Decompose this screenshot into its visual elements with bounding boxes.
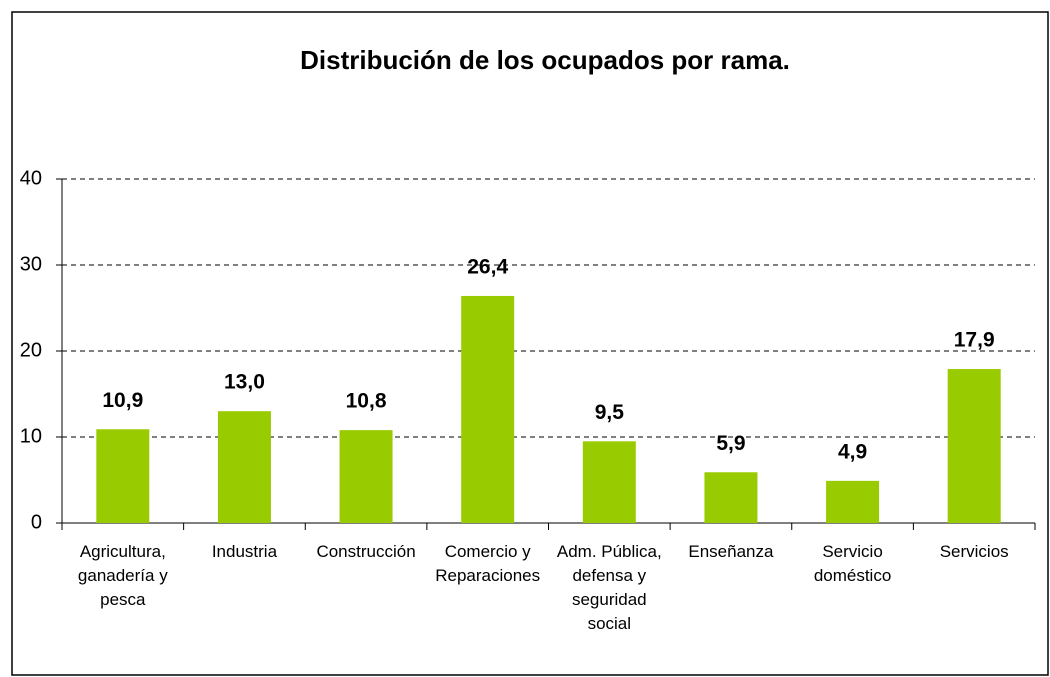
- bar: [582, 441, 636, 523]
- x-tick-label: Adm. Pública, defensa y seguridad social: [556, 542, 662, 633]
- y-tick-label: 40: [20, 167, 42, 189]
- data-label: 9,5: [595, 401, 625, 424]
- bar: [96, 429, 150, 523]
- data-label: 10,8: [346, 390, 387, 413]
- x-tick-label: Enseñanza: [688, 542, 774, 561]
- data-label: 5,9: [716, 432, 745, 455]
- y-tick-label: 0: [31, 511, 42, 533]
- x-tick-label: Industria: [211, 542, 278, 561]
- data-label: 10,9: [102, 389, 143, 412]
- bar: [704, 472, 758, 523]
- x-tick-label: Construcción: [316, 542, 416, 561]
- bar: [947, 369, 1001, 523]
- bar: [826, 480, 880, 523]
- x-tick-label: Agricultura, ganadería y pesca: [77, 542, 168, 609]
- data-label: 26,4: [467, 256, 508, 279]
- chart-title: Distribución de los ocupados por rama.: [300, 45, 790, 75]
- y-tick-label: 10: [20, 425, 42, 447]
- chart-border: [11, 11, 1049, 676]
- data-label: 4,9: [838, 440, 867, 463]
- x-tick-label: Servicio doméstico: [813, 542, 892, 585]
- y-tick-label: 20: [20, 339, 42, 361]
- data-label: 13,0: [224, 371, 265, 394]
- bar: [217, 411, 271, 523]
- data-label: 17,9: [954, 329, 995, 352]
- bar: [461, 295, 515, 523]
- x-tick-label: Comercio y Reparaciones: [435, 542, 541, 585]
- bar: [339, 430, 393, 523]
- x-tick-label: Servicios: [939, 542, 1009, 561]
- y-tick-label: 30: [20, 253, 42, 275]
